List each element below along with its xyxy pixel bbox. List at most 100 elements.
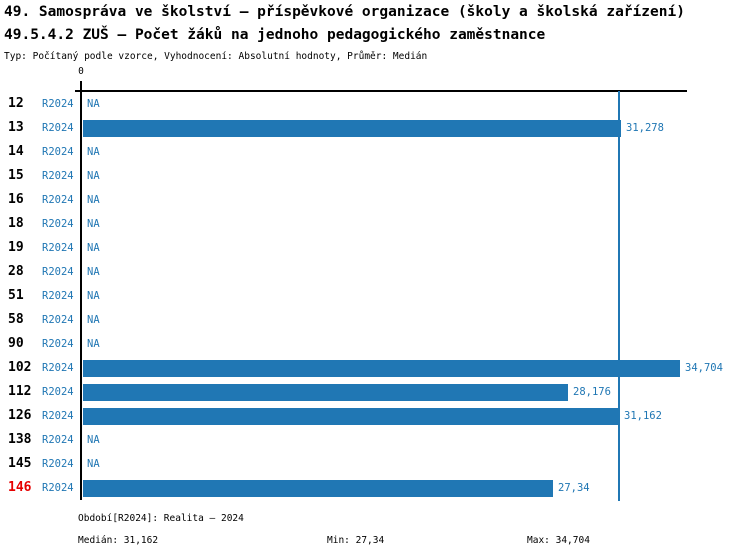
bar-area: NA [83,332,750,356]
bar-area: 28,176 [83,380,750,404]
bar-value-label: 27,34 [558,482,590,494]
report-title-line2: 49.5.4.2 ZUŠ – Počet žáků na jednoho ped… [4,27,546,43]
bar-area: NA [83,188,750,212]
na-value-label: NA [87,218,100,230]
na-value-label: NA [87,146,100,158]
series-period-label: R2024 [42,242,74,254]
bar-area: NA [83,284,750,308]
na-value-label: NA [87,194,100,206]
bar-area: NA [83,92,750,116]
series-period-label: R2024 [42,218,74,230]
chart-row: 102 R2024 34,704 [0,356,750,380]
value-bar [83,383,568,401]
bar-area: NA [83,260,750,284]
chart-row: 126 R2024 31,162 [0,404,750,428]
series-period-label: R2024 [42,290,74,302]
chart-row: 145 R2024 NA [0,452,750,476]
chart-row: 15 R2024 NA [0,164,750,188]
na-value-label: NA [87,98,100,110]
na-value-label: NA [87,314,100,326]
category-label: 28 [8,264,24,279]
bar-area: NA [83,236,750,260]
value-bar [83,119,621,137]
chart-row: 28 R2024 NA [0,260,750,284]
chart-row: 90 R2024 NA [0,332,750,356]
bar-area: NA [83,452,750,476]
median-reference-line [618,91,620,501]
footer-period-label: Období[R2024]: Realita – 2024 [78,513,244,524]
category-label: 145 [8,456,32,471]
series-period-label: R2024 [42,482,74,494]
category-label: 18 [8,216,24,231]
category-label: 90 [8,336,24,351]
chart-row: 138 R2024 NA [0,428,750,452]
na-value-label: NA [87,290,100,302]
series-period-label: R2024 [42,146,74,158]
chart-row: 51 R2024 NA [0,284,750,308]
footer-max-stat: Max: 34,704 [527,535,590,546]
bar-area: NA [83,428,750,452]
category-label: 112 [8,384,32,399]
y-axis-line [80,81,82,500]
na-value-label: NA [87,458,100,470]
series-period-label: R2024 [42,458,74,470]
bar-area: NA [83,212,750,236]
series-period-label: R2024 [42,386,74,398]
chart-row: 14 R2024 NA [0,140,750,164]
bar-value-label: 34,704 [685,362,723,374]
x-axis-zero-tick-label: 0 [78,66,84,77]
bar-chart-rows: 12 R2024 NA 13 R2024 31,278 14 R2024 NA 15 R2024 NA… [0,92,750,500]
bar-value-label: 28,176 [573,386,611,398]
category-label: 16 [8,192,24,207]
report-title-line1: 49. Samospráva ve školství – příspěvkové… [4,4,685,20]
category-label: 19 [8,240,24,255]
series-period-label: R2024 [42,362,74,374]
value-bar [83,359,680,377]
chart-row: 58 R2024 NA [0,308,750,332]
chart-row: 16 R2024 NA [0,188,750,212]
footer-median-stat: Medián: 31,162 [78,535,159,546]
bar-area: 27,34 [83,476,750,500]
chart-row: 112 R2024 28,176 [0,380,750,404]
chart-row: 146 R2024 27,34 [0,476,750,500]
bar-value-label: 31,162 [624,410,662,422]
na-value-label: NA [87,266,100,278]
na-value-label: NA [87,434,100,446]
footer-min-stat: Min: 27,34 [327,535,385,546]
category-label: 138 [8,432,32,447]
chart-row: 18 R2024 NA [0,212,750,236]
series-period-label: R2024 [42,170,74,182]
bar-area: 31,278 [83,116,750,140]
category-label: 14 [8,144,24,159]
category-label: 102 [8,360,32,375]
series-period-label: R2024 [42,98,74,110]
x-axis-line [75,90,687,92]
value-bar [83,479,553,497]
series-period-label: R2024 [42,266,74,278]
na-value-label: NA [87,338,100,350]
category-label: 126 [8,408,32,423]
bar-value-label: 31,278 [626,122,664,134]
value-bar [83,407,619,425]
category-label: 58 [8,312,24,327]
chart-row: 19 R2024 NA [0,236,750,260]
category-label: 146 [8,480,32,495]
category-label: 15 [8,168,24,183]
report-subtitle: Typ: Počítaný podle vzorce, Vyhodnocení:… [4,51,428,62]
series-period-label: R2024 [42,314,74,326]
series-period-label: R2024 [42,194,74,206]
bar-area: NA [83,308,750,332]
na-value-label: NA [87,170,100,182]
bar-area: NA [83,140,750,164]
chart-row: 12 R2024 NA [0,92,750,116]
category-label: 12 [8,96,24,111]
na-value-label: NA [87,242,100,254]
bar-area: 34,704 [83,356,750,380]
series-period-label: R2024 [42,410,74,422]
category-label: 51 [8,288,24,303]
series-period-label: R2024 [42,338,74,350]
bar-area: 31,162 [83,404,750,428]
series-period-label: R2024 [42,434,74,446]
bar-area: NA [83,164,750,188]
